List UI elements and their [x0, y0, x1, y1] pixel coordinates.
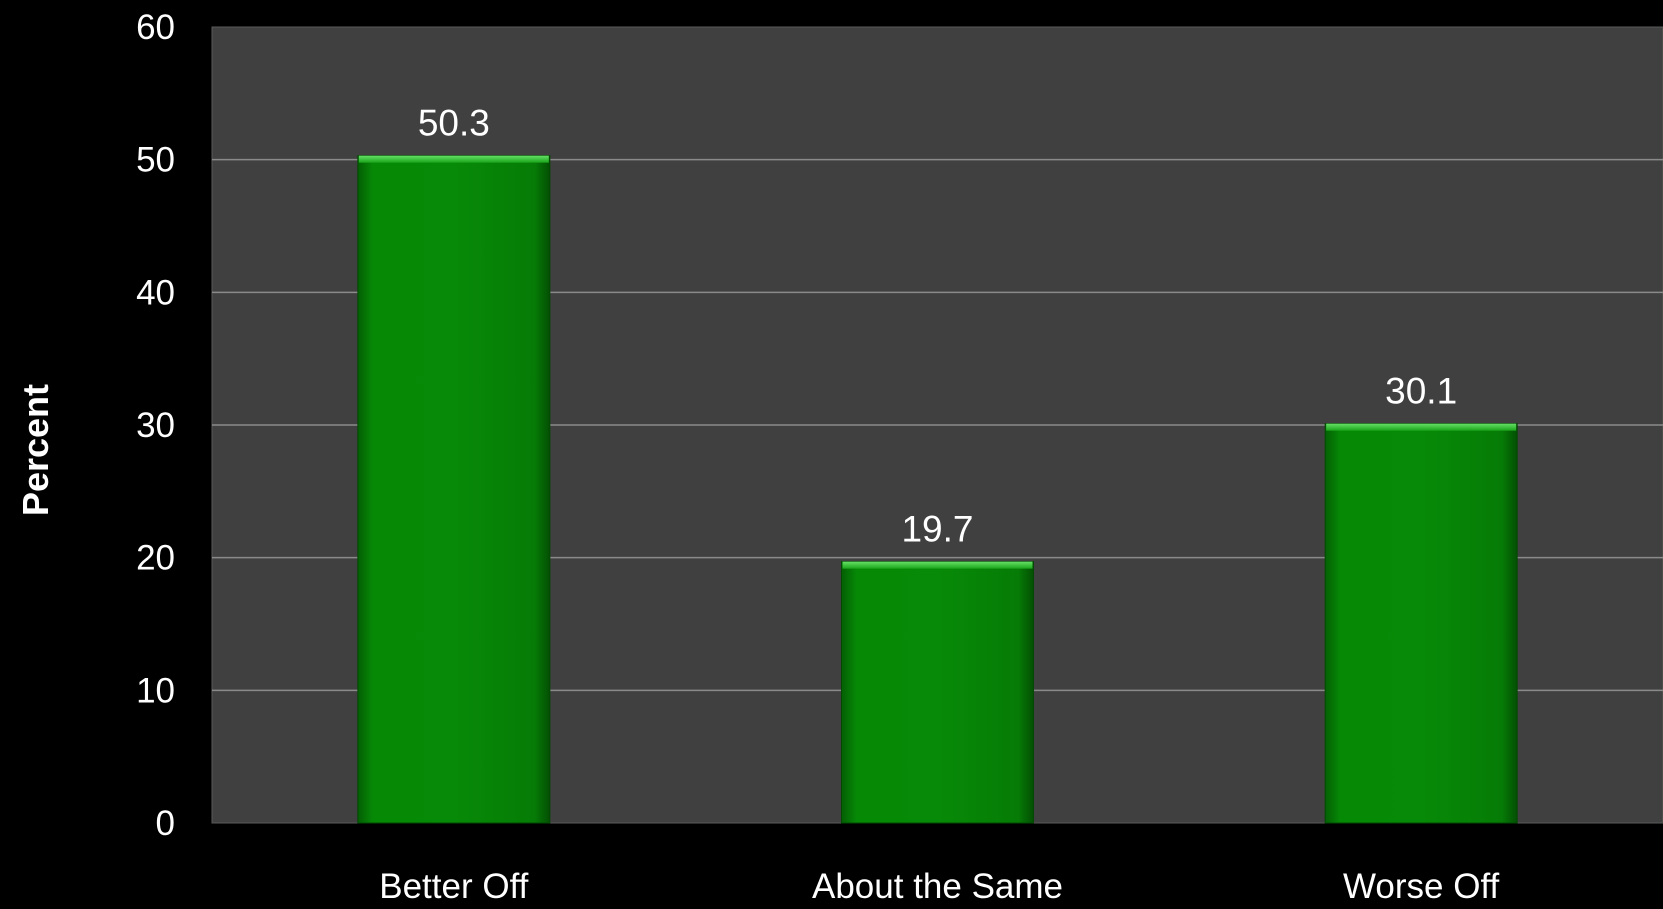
y-tick-label: 30 [136, 406, 175, 445]
bar [1324, 423, 1518, 824]
bar-top-highlight [842, 561, 1033, 569]
y-tick-label: 20 [136, 539, 175, 578]
y-axis-title: Percent [15, 384, 56, 516]
x-tick-labels: Better Off About the Same Worse Off [379, 867, 1499, 906]
y-tick-label: 10 [136, 671, 175, 710]
data-label: 19.7 [901, 509, 973, 550]
y-tick-label: 50 [136, 141, 175, 180]
bar-top-highlight [358, 155, 549, 163]
x-tick-label: About the Same [812, 867, 1063, 906]
x-tick-label: Better Off [379, 867, 528, 906]
bars [357, 155, 1518, 824]
data-label: 30.1 [1385, 371, 1457, 412]
y-tick-labels: 0 10 20 30 40 50 60 [136, 8, 175, 843]
x-tick-label: Worse Off [1343, 867, 1500, 906]
bar [841, 561, 1034, 824]
y-tick-label: 60 [136, 8, 175, 47]
bar-top-highlight [1326, 423, 1517, 431]
data-label: 50.3 [418, 103, 490, 144]
data-labels: 50.3 19.7 30.1 [418, 103, 1457, 550]
bar [357, 155, 551, 824]
y-tick-label: 0 [156, 804, 175, 843]
y-tick-label: 40 [136, 273, 175, 312]
